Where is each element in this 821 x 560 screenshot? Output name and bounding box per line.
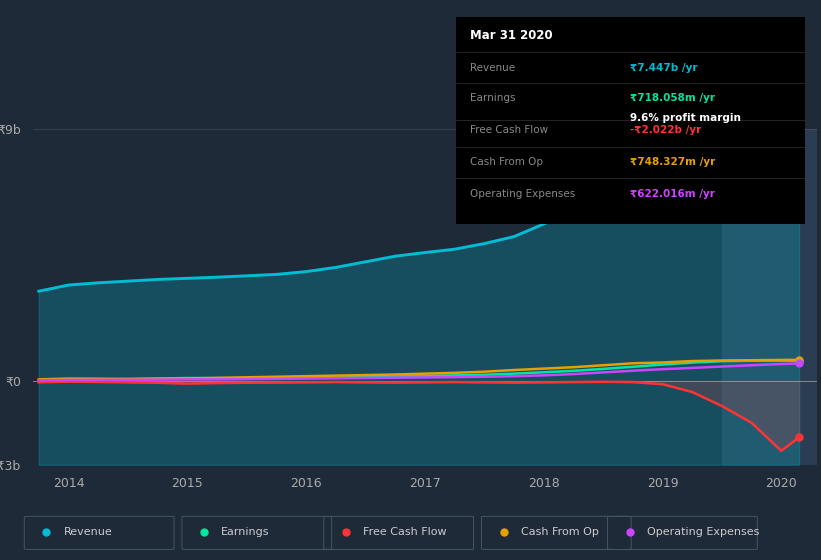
- Text: 9.6% profit margin: 9.6% profit margin: [631, 113, 741, 123]
- Text: Earnings: Earnings: [470, 92, 515, 102]
- Text: Cash From Op: Cash From Op: [470, 157, 543, 167]
- Text: Earnings: Earnings: [222, 527, 270, 537]
- Text: Free Cash Flow: Free Cash Flow: [470, 125, 548, 135]
- Text: -₹2.022b /yr: -₹2.022b /yr: [631, 125, 701, 135]
- Text: Mar 31 2020: Mar 31 2020: [470, 29, 553, 42]
- Bar: [722, 129, 821, 465]
- Text: ₹718.058m /yr: ₹718.058m /yr: [631, 92, 715, 102]
- Text: Revenue: Revenue: [64, 527, 112, 537]
- Text: Cash From Op: Cash From Op: [521, 527, 599, 537]
- Text: ₹622.016m /yr: ₹622.016m /yr: [631, 189, 715, 199]
- Text: Operating Expenses: Operating Expenses: [470, 189, 575, 199]
- Text: Operating Expenses: Operating Expenses: [647, 527, 759, 537]
- Text: Free Cash Flow: Free Cash Flow: [363, 527, 447, 537]
- Text: Revenue: Revenue: [470, 63, 515, 73]
- Text: ₹748.327m /yr: ₹748.327m /yr: [631, 157, 715, 167]
- Text: ₹7.447b /yr: ₹7.447b /yr: [631, 63, 698, 73]
